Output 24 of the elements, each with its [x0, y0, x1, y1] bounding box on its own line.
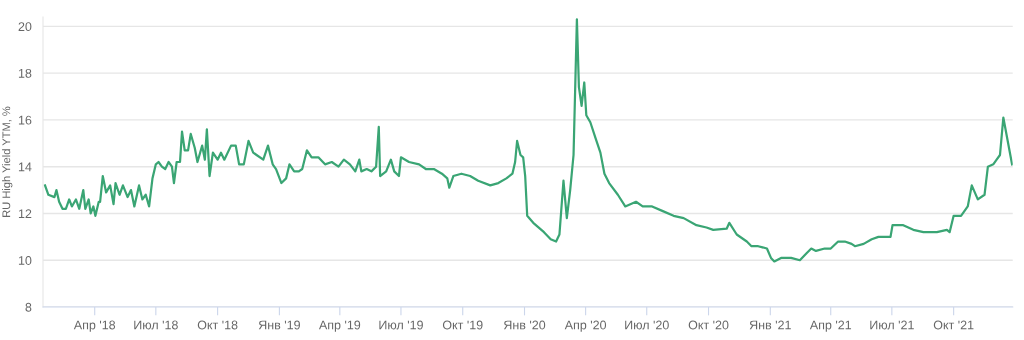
x-tick-label: Апр '19: [318, 320, 361, 332]
x-tick-label: Июл '21: [870, 320, 914, 330]
x-tick-label: Янв '19: [258, 320, 300, 330]
x-tick-label: Июл '20: [625, 320, 669, 330]
x-tick-label: Апр '18: [73, 320, 116, 332]
y-tick-label: 18: [18, 68, 32, 78]
x-tick-label: Янв '21: [749, 320, 791, 330]
x-tick-label: Июл '18: [134, 320, 178, 330]
x-tick-label: Апр '20: [564, 320, 607, 332]
y-tick-label: 14: [18, 162, 32, 172]
y-tick-label: 16: [18, 115, 32, 125]
x-tick-label: Янв '20: [503, 320, 546, 330]
y-tick-label: 20: [18, 22, 32, 32]
x-tick-label: Окт '19: [442, 320, 483, 330]
x-tick-label: Окт '21: [933, 320, 974, 330]
x-tick-label: Окт '18: [197, 320, 238, 330]
y-axis-title: RU High Yield YTM, %: [2, 106, 13, 217]
x-tick-label: Апр '21: [809, 320, 852, 332]
x-tick-label: Июл '19: [379, 320, 423, 330]
x-tick-label: Окт '20: [688, 320, 729, 330]
y-tick-label: 8: [25, 302, 32, 312]
y-tick-label: 10: [18, 256, 32, 265]
line-series: [43, 18, 1013, 263]
y-tick-label: 12: [18, 209, 32, 218]
